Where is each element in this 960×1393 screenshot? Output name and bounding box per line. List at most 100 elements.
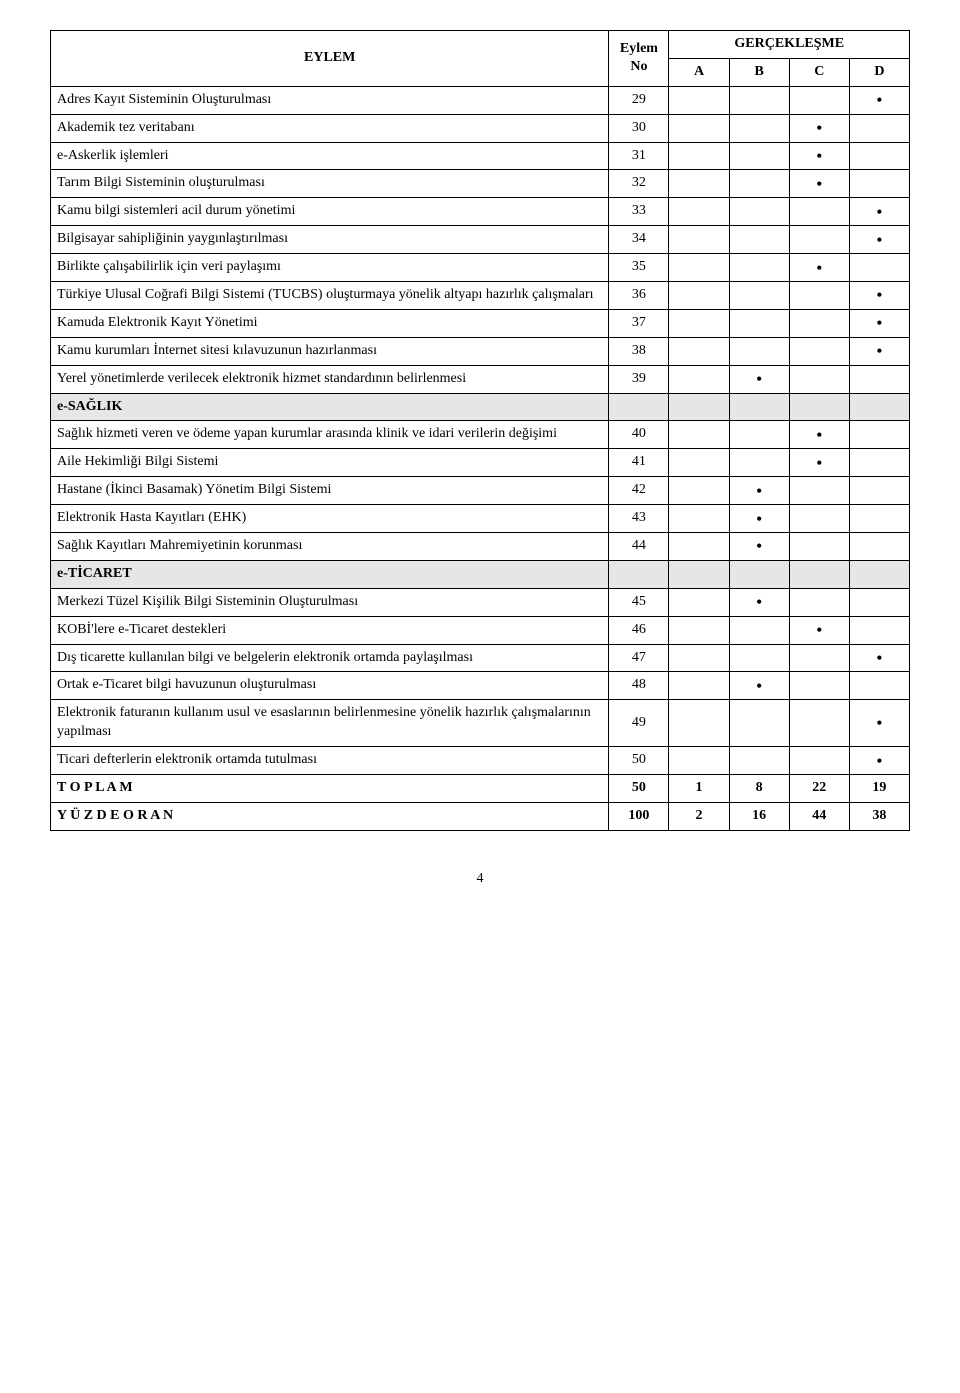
mark-cell [789, 282, 849, 310]
mark-cell [789, 747, 849, 775]
row-number: 34 [609, 226, 669, 254]
mark-cell [849, 616, 909, 644]
row-number: 44 [609, 533, 669, 561]
row-label: Kamu bilgi sistemleri acil durum yönetim… [51, 198, 609, 226]
mark-cell [669, 86, 729, 114]
row-label: Yerel yönetimlerde verilecek elektronik … [51, 365, 609, 393]
totals-value: 50 [609, 775, 669, 803]
row-number: 36 [609, 282, 669, 310]
mark-cell [729, 142, 789, 170]
totals-value: 1 [669, 775, 729, 803]
header-gerceklesme: GERÇEKLEŞME [669, 31, 910, 59]
row-number: 40 [609, 421, 669, 449]
mark-cell [849, 365, 909, 393]
mark-cell: • [849, 198, 909, 226]
table-row: Dış ticarette kullanılan bilgi ve belgel… [51, 644, 910, 672]
mark-cell: • [849, 309, 909, 337]
table-row: e-SAĞLIK [51, 393, 910, 421]
section-cell [609, 560, 669, 588]
row-label: Elektronik faturanın kullanım usul ve es… [51, 700, 609, 747]
section-cell [849, 560, 909, 588]
table-row: Bilgisayar sahipliğinin yaygınlaştırılma… [51, 226, 910, 254]
mark-cell [669, 142, 729, 170]
mark-cell [789, 588, 849, 616]
section-cell [669, 393, 729, 421]
mark-cell [849, 421, 909, 449]
mark-cell [669, 672, 729, 700]
table-row: Aile Hekimliği Bilgi Sistemi41• [51, 449, 910, 477]
section-cell [609, 393, 669, 421]
mark-cell [849, 170, 909, 198]
header-eylem-no: Eylem No [609, 31, 669, 87]
mark-cell: • [729, 588, 789, 616]
mark-cell [729, 198, 789, 226]
page-number: 4 [50, 871, 910, 887]
mark-cell [729, 114, 789, 142]
mark-cell [669, 700, 729, 747]
mark-cell [669, 337, 729, 365]
row-number: 38 [609, 337, 669, 365]
mark-cell [849, 477, 909, 505]
row-label: Akademik tez veritabanı [51, 114, 609, 142]
row-label: Kamu kurumları İnternet sitesi kılavuzun… [51, 337, 609, 365]
mark-cell: • [789, 421, 849, 449]
mark-cell [729, 747, 789, 775]
row-number: 31 [609, 142, 669, 170]
mark-cell [669, 114, 729, 142]
mark-cell [669, 477, 729, 505]
mark-cell [849, 254, 909, 282]
table-row: Elektronik Hasta Kayıtları (EHK)43• [51, 505, 910, 533]
table-row: Kamu bilgi sistemleri acil durum yönetim… [51, 198, 910, 226]
totals-value: 38 [849, 802, 909, 830]
row-number: 35 [609, 254, 669, 282]
row-label: Sağlık hizmeti veren ve ödeme yapan kuru… [51, 421, 609, 449]
mark-cell [669, 644, 729, 672]
mark-cell [789, 86, 849, 114]
row-label: Ticari defterlerin elektronik ortamda tu… [51, 747, 609, 775]
table-row: e-TİCARET [51, 560, 910, 588]
header-c: C [789, 58, 849, 86]
table-row: e-Askerlik işlemleri31• [51, 142, 910, 170]
mark-cell [729, 254, 789, 282]
mark-cell: • [789, 170, 849, 198]
totals-row: T O P L A M50182219 [51, 775, 910, 803]
mark-cell: • [729, 365, 789, 393]
mark-cell [729, 337, 789, 365]
mark-cell [729, 421, 789, 449]
mark-cell [849, 588, 909, 616]
row-label: Sağlık Kayıtları Mahremiyetinin korunmas… [51, 533, 609, 561]
mark-cell [669, 226, 729, 254]
mark-cell: • [729, 505, 789, 533]
row-number: 46 [609, 616, 669, 644]
row-label: Türkiye Ulusal Coğrafi Bilgi Sistemi (TU… [51, 282, 609, 310]
mark-cell: • [849, 700, 909, 747]
mark-cell [729, 170, 789, 198]
table-row: Yerel yönetimlerde verilecek elektronik … [51, 365, 910, 393]
mark-cell: • [729, 533, 789, 561]
mark-cell [789, 226, 849, 254]
section-cell [729, 393, 789, 421]
mark-cell [789, 700, 849, 747]
mark-cell: • [849, 86, 909, 114]
row-label: Adres Kayıt Sisteminin Oluşturulması [51, 86, 609, 114]
section-cell [849, 393, 909, 421]
row-label: Aile Hekimliği Bilgi Sistemi [51, 449, 609, 477]
table-row: Tarım Bilgi Sisteminin oluşturulması32• [51, 170, 910, 198]
mark-cell [669, 449, 729, 477]
table-row: KOBİ'lere e-Ticaret destekleri46• [51, 616, 910, 644]
mark-cell [729, 616, 789, 644]
table-header: EYLEM Eylem No GERÇEKLEŞME A B C D [51, 31, 910, 87]
row-label: KOBİ'lere e-Ticaret destekleri [51, 616, 609, 644]
mark-cell [669, 282, 729, 310]
mark-cell [849, 672, 909, 700]
mark-cell [729, 282, 789, 310]
header-a: A [669, 58, 729, 86]
mark-cell [669, 309, 729, 337]
totals-label: Y Ü Z D E O R A N [51, 802, 609, 830]
mark-cell: • [849, 226, 909, 254]
row-label: Birlikte çalışabilirlik için veri paylaş… [51, 254, 609, 282]
mark-cell [669, 747, 729, 775]
mark-cell [789, 365, 849, 393]
section-label: e-TİCARET [51, 560, 609, 588]
totals-value: 22 [789, 775, 849, 803]
